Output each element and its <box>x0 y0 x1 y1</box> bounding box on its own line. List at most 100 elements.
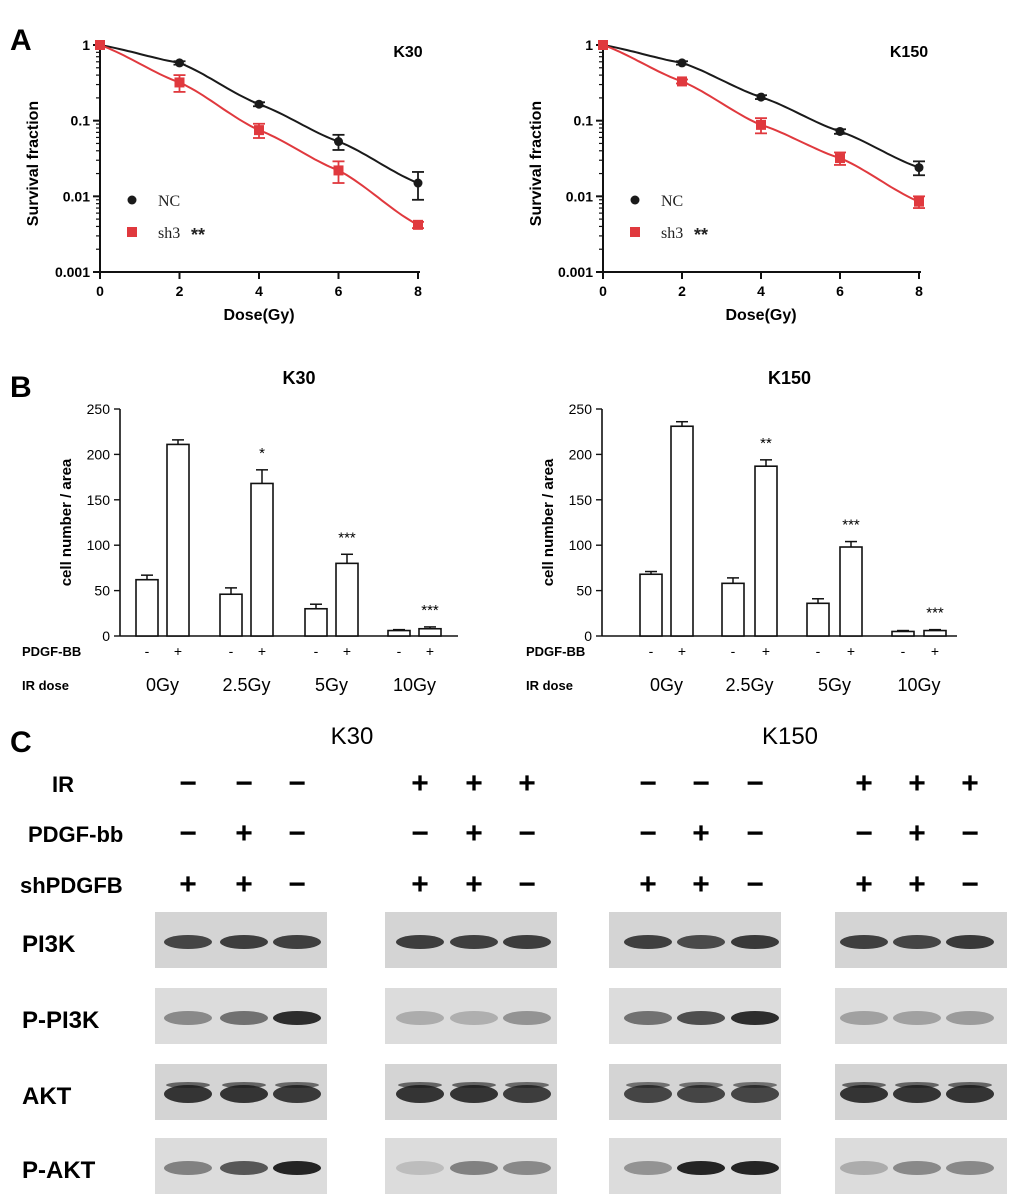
band <box>731 1011 779 1025</box>
sign-shpdgfb: − <box>518 868 536 901</box>
band <box>840 1011 888 1025</box>
sign-shpdgfb: + <box>179 868 197 901</box>
pdgf-sign: - <box>816 643 821 659</box>
pdgf-sign: - <box>397 643 402 659</box>
x-tick-label: 2 <box>176 283 184 299</box>
ir-dose-label: 2.5Gy <box>222 675 270 695</box>
data-point <box>95 40 105 50</box>
sign-pdgf: + <box>908 817 926 850</box>
legend: NC sh3 ** <box>127 193 205 245</box>
sign-ir: − <box>179 767 197 800</box>
legend-marker-sh3 <box>630 227 640 237</box>
blot-label: P-PI3K <box>22 1007 100 1034</box>
sign-pdgf: + <box>235 817 253 850</box>
pdgf-sign: - <box>314 643 319 659</box>
survival-chart-k30: 1 0.1 0.01 0.001 0 2 4 6 8 Dose(Gy) Survival fract… <box>25 37 424 324</box>
y-tick-label: 50 <box>576 583 592 599</box>
band <box>503 1011 551 1025</box>
ir-dose-label: 0Gy <box>146 675 179 695</box>
y-tick-label: 0.001 <box>55 264 90 280</box>
sign-shpdgfb: − <box>746 868 764 901</box>
sign-pdgf: − <box>288 817 306 850</box>
y-tick-label: 1 <box>585 37 593 53</box>
blot-membrane <box>385 1138 557 1194</box>
y-axis-label: cell number / area <box>58 458 75 586</box>
band <box>450 1161 498 1175</box>
sign-pdgf: + <box>465 817 483 850</box>
band <box>503 1085 551 1103</box>
sign-pdgf: − <box>639 817 657 850</box>
blot-membrane <box>835 1138 1007 1194</box>
significance-label: ** <box>694 225 708 245</box>
band <box>164 1161 212 1175</box>
chart-title: K30 <box>282 368 315 388</box>
sign-shpdgfb: + <box>639 868 657 901</box>
data-point <box>914 163 924 173</box>
panel-label-c: C <box>10 726 32 759</box>
y-tick-label: 250 <box>569 401 593 417</box>
bar <box>721 582 745 637</box>
band-upper <box>679 1082 723 1088</box>
group-title-k30: K30 <box>331 723 374 750</box>
fit-curve <box>99 44 419 184</box>
blot-row-p-akt <box>155 1138 1007 1194</box>
band <box>946 1011 994 1025</box>
y-axis-label: Survival fraction <box>528 101 545 226</box>
survival-chart-k150: 1 0.1 0.01 0.001 0 2 4 6 8 Dose(Gy) Survival fract… <box>528 37 928 324</box>
series-sh3 <box>95 40 424 230</box>
sign-pdgf: − <box>518 817 536 850</box>
sign-shpdgfb: + <box>235 868 253 901</box>
band <box>220 1085 268 1103</box>
sign-pdgf: − <box>746 817 764 850</box>
data-point <box>914 196 924 207</box>
y-tick-label: 0.1 <box>574 113 594 129</box>
series-sh3 <box>598 40 925 209</box>
blot-row-akt <box>155 1064 1007 1120</box>
pdgf-sign: + <box>426 643 434 659</box>
blot-row-p-pi3k <box>155 988 1007 1044</box>
sign-ir: + <box>518 767 536 800</box>
bar <box>135 578 159 637</box>
significance-stars: *** <box>926 605 944 622</box>
y-axis-label: cell number / area <box>540 458 557 586</box>
x-tick-label: 4 <box>255 283 263 299</box>
sign-pdgf: − <box>961 817 979 850</box>
band <box>946 935 994 949</box>
pdgf-sign: + <box>258 643 266 659</box>
series-nc <box>598 40 925 177</box>
chart-title: K150 <box>890 44 928 61</box>
legend: NC sh3 ** <box>630 193 708 245</box>
x-tick-label: 8 <box>414 283 422 299</box>
row-label-ir-dose: IR dose <box>22 678 69 693</box>
data-point <box>175 58 184 68</box>
row-label-pdgf-bb: PDGF-bb <box>28 822 123 847</box>
row-label-ir-dose: IR dose <box>526 678 573 693</box>
sign-shpdgfb: − <box>961 868 979 901</box>
band <box>624 1085 672 1103</box>
pdgf-sign: - <box>229 643 234 659</box>
panel-c: C K30 K150 IR PDGF-bb shPDGFB − − − + + + − − − + + + − + − −… <box>10 723 1007 1194</box>
group-title-k150: K150 <box>762 723 818 750</box>
band <box>396 1085 444 1103</box>
significance-stars: ** <box>760 435 772 452</box>
significance-stars: *** <box>421 602 439 619</box>
data-point <box>413 219 423 230</box>
pdgf-sign: - <box>901 643 906 659</box>
sign-ir: − <box>692 767 710 800</box>
ir-dose-label: 0Gy <box>650 675 683 695</box>
band <box>396 1011 444 1025</box>
sign-pdgf: + <box>692 817 710 850</box>
y-tick-label: 100 <box>87 537 111 553</box>
legend-marker-nc <box>630 195 640 205</box>
band <box>840 935 888 949</box>
band-upper <box>452 1082 496 1088</box>
data-point <box>835 126 845 136</box>
band <box>450 1085 498 1103</box>
pdgf-sign: - <box>731 643 736 659</box>
legend-label-sh3: sh3 <box>661 225 683 242</box>
y-tick-label: 0 <box>102 628 110 644</box>
pdgf-sign: + <box>343 643 351 659</box>
